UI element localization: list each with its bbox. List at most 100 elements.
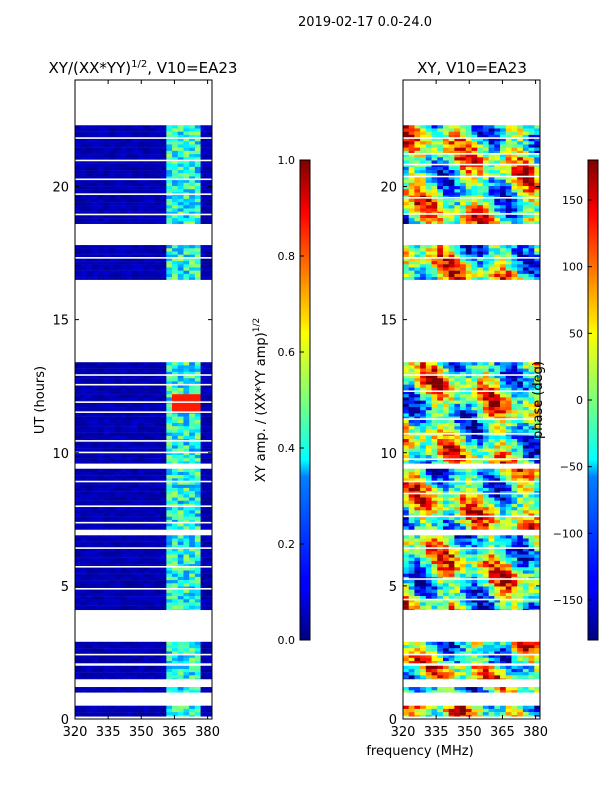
heatmap-cell (448, 583, 455, 587)
heatmap-cell (160, 526, 167, 530)
heatmap-cell (420, 608, 427, 611)
heatmap-cell (403, 564, 410, 568)
heatmap-cell (154, 605, 162, 610)
heatmap-cell (86, 668, 93, 673)
heatmap-cell (442, 641, 450, 646)
heatmap-cell (172, 368, 179, 373)
heatmap-cell (97, 432, 104, 437)
heatmap-cell (143, 535, 150, 539)
heatmap-cell (460, 513, 467, 517)
heatmap-cell (482, 487, 490, 492)
heatmap-cell (482, 478, 490, 482)
heatmap-cell (109, 660, 116, 664)
heatmap-cell (431, 513, 438, 517)
heatmap-cell (120, 254, 127, 259)
heatmap-cell (109, 403, 116, 408)
heatmap-cell (488, 523, 495, 527)
heatmap-cell (132, 131, 139, 136)
heatmap-cell (206, 442, 213, 446)
heatmap-cell (511, 668, 518, 673)
heatmap-cell (414, 596, 421, 600)
heatmap-cell (154, 519, 162, 524)
heatmap-cell (80, 394, 87, 398)
heatmap-cell (114, 538, 122, 542)
heatmap-cell (132, 461, 139, 464)
heatmap-cell (482, 654, 490, 658)
heatmap-cell (448, 564, 455, 568)
heatmap-cell (103, 257, 110, 262)
heatmap-cell (166, 687, 173, 691)
heatmap-cell (465, 605, 472, 610)
heatmap-cell (534, 503, 541, 508)
heatmap-cell (109, 419, 116, 424)
heatmap-cell (183, 654, 190, 658)
heatmap-cell (408, 708, 415, 713)
heatmap-cell (189, 189, 196, 193)
heatmap-cell (206, 675, 213, 679)
heatmap-cell (183, 608, 190, 611)
heatmap-cell (172, 510, 179, 514)
heatmap-cell (465, 484, 472, 489)
heatmap-cell (160, 494, 167, 498)
heatmap-cell (137, 494, 144, 498)
heatmap-cell (154, 198, 162, 203)
heatmap-cell (137, 678, 144, 680)
heatmap-cell (92, 267, 99, 271)
heatmap-cell (160, 419, 167, 424)
heatmap-cell (114, 163, 122, 168)
heatmap-cell (97, 277, 104, 280)
heatmap-cell (109, 513, 116, 517)
heatmap-cell (206, 432, 213, 437)
heatmap-cell (403, 687, 410, 691)
heatmap-cell (511, 494, 518, 498)
heatmap-cell (200, 608, 207, 611)
heatmap-cell (154, 481, 162, 485)
heatmap-cell (80, 705, 87, 710)
heatmap-cell (177, 362, 184, 366)
heatmap-cell (454, 665, 461, 670)
heatmap-cell (80, 419, 87, 424)
heatmap-cell (183, 705, 190, 710)
heatmap-cell (200, 407, 207, 411)
heatmap-cell (420, 362, 427, 366)
heatmap-cell (160, 599, 167, 603)
heatmap-cell (200, 150, 207, 155)
heatmap-cell (132, 657, 139, 662)
heatmap-cell (149, 397, 156, 401)
heatmap-cell (425, 641, 432, 646)
heatmap-cell (137, 391, 144, 395)
heatmap-cell (92, 644, 99, 649)
heatmap-cell (431, 687, 438, 691)
heatmap-cell (109, 500, 116, 505)
heatmap-cell (517, 551, 524, 555)
heatmap-cell (465, 375, 472, 379)
heatmap-cell (109, 128, 116, 132)
heatmap-cell (132, 211, 139, 216)
heatmap-cell (166, 435, 173, 440)
heatmap-cell (143, 458, 150, 462)
heatmap-cell (166, 648, 173, 652)
heatmap-cell (92, 176, 99, 180)
heatmap-cell (414, 557, 421, 562)
heatmap-cell (454, 494, 461, 498)
heatmap-cell (132, 544, 139, 549)
heatmap-cell (120, 387, 127, 392)
heatmap-cell (103, 468, 110, 473)
heatmap-cell (166, 513, 173, 517)
heatmap-cell (75, 426, 82, 430)
heatmap-cell (80, 665, 87, 670)
heatmap-cell (437, 672, 444, 676)
heatmap-cell (177, 576, 184, 581)
heatmap-cell (86, 391, 93, 395)
heatmap-cell (494, 541, 501, 546)
heatmap-cell (420, 551, 427, 555)
heatmap-cell (465, 526, 472, 530)
heatmap-cell (206, 416, 213, 421)
heatmap-cell (448, 651, 455, 655)
heatmap-cell (120, 179, 127, 184)
heatmap-cell (149, 189, 156, 193)
heatmap-cell (183, 131, 190, 136)
heatmap-cell (109, 602, 116, 606)
heatmap-cell (534, 708, 541, 713)
heatmap-cell (194, 150, 201, 155)
